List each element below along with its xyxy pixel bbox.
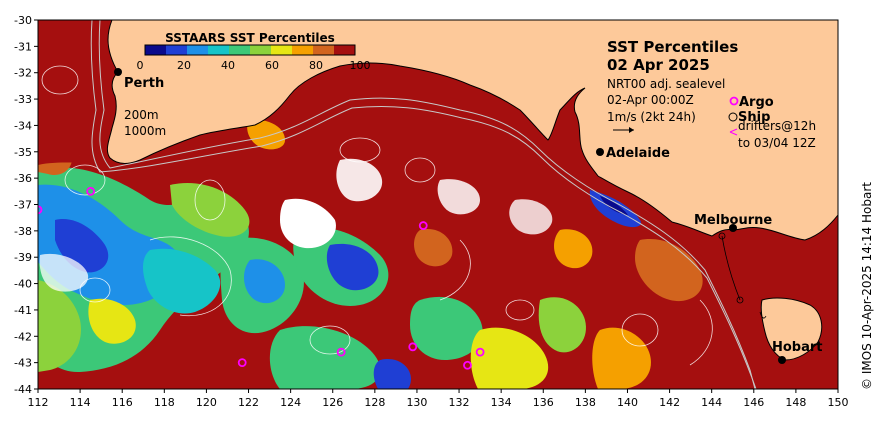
argo-float-marker [237, 358, 247, 368]
x-tick-label: 148 [785, 396, 806, 409]
x-tick-label: 118 [154, 396, 175, 409]
perth-label: Perth [124, 76, 164, 91]
map-date: 02 Apr 2025 [607, 56, 710, 74]
x-tick-label: 124 [280, 396, 301, 409]
x-tick-label: 112 [28, 396, 49, 409]
argo-float-marker [463, 360, 472, 370]
x-tick-label: 130 [406, 396, 427, 409]
x-tick-label: 144 [701, 396, 722, 409]
colorbar-swatch [208, 45, 230, 55]
x-tick-label: 138 [575, 396, 596, 409]
map-plot-area [38, 20, 838, 389]
argo-float-marker [38, 205, 43, 215]
argo-float-marker [86, 186, 96, 196]
colorbar-tick-label: 60 [265, 59, 279, 72]
coastline [38, 20, 838, 241]
sst-percentile-field [38, 119, 703, 389]
x-tick-label: 132 [449, 396, 470, 409]
x-axis: 112 114 116 118 120 122 124 126 128 130 132 134 136 1… [28, 389, 849, 409]
y-tick-label: -34 [14, 119, 32, 132]
colorbar: SSTAARS SST Percentiles 0 20 40 60 80 100 [137, 31, 371, 72]
map-subtitle: NRT00 adj. sealevel [607, 77, 725, 91]
colorbar-tick-label: 100 [350, 59, 371, 72]
y-tick-label: -36 [14, 172, 32, 185]
colorbar-tick-label: 0 [137, 59, 144, 72]
x-tick-label: 134 [491, 396, 512, 409]
y-tick-label: -37 [14, 199, 32, 212]
depth-1000m-label: 1000m [124, 124, 166, 138]
x-tick-label: 120 [196, 396, 217, 409]
y-tick-label: -44 [14, 383, 32, 396]
tasmania-landmass [761, 297, 822, 360]
y-tick-label: -33 [14, 93, 32, 106]
ship-legend-label: Ship [738, 110, 770, 125]
vector-scale-label: 1m/s (2kt 24h) [607, 110, 696, 124]
colorbar-swatch [229, 45, 251, 55]
city-markers [114, 68, 786, 364]
colorbar-swatch [334, 45, 356, 55]
colorbar-border [144, 44, 356, 56]
colorbar-swatch [187, 45, 209, 55]
adelaide-label: Adelaide [606, 146, 670, 161]
bathymetry-contours [90, 20, 757, 389]
y-tick-label: -42 [14, 330, 32, 343]
x-tick-label: 114 [70, 396, 91, 409]
colorbar-tick-label: 40 [221, 59, 235, 72]
y-tick-label: -32 [14, 67, 32, 80]
x-tick-label: 126 [322, 396, 343, 409]
argo-legend-label: Argo [739, 95, 774, 110]
ship-legend-icon [728, 112, 738, 122]
hobart-label: Hobart [772, 340, 823, 355]
colorbar-swatch [313, 45, 335, 55]
y-tick-label: -43 [14, 357, 32, 370]
drifter-tracks [718, 232, 767, 319]
colorbar-swatch [250, 45, 272, 55]
argo-float-marker [418, 221, 428, 230]
y-tick-label: -38 [14, 225, 32, 238]
drifter-legend-line2: to 03/04 12Z [738, 136, 816, 150]
argo-floats [38, 186, 485, 370]
colorbar-swatch [166, 45, 188, 55]
colorbar-title: SSTAARS SST Percentiles [165, 31, 335, 45]
x-tick-label: 128 [364, 396, 385, 409]
australia-landmass [38, 20, 838, 240]
y-tick-label: -31 [14, 40, 32, 53]
x-tick-label: 136 [533, 396, 554, 409]
y-tick-label: -30 [14, 14, 32, 27]
y-tick-label: -40 [14, 278, 32, 291]
colorbar-swatch [292, 45, 314, 55]
melbourne-label: Melbourne [694, 213, 772, 228]
imos-credit: © IMOS 10-Apr-2025 14:14 Hobart [860, 182, 874, 390]
depth-200m-label: 200m [124, 108, 159, 122]
y-tick-label: -35 [14, 146, 32, 159]
hobart-marker [778, 356, 786, 364]
x-tick-label: 122 [238, 396, 259, 409]
argo-float-marker [475, 347, 485, 357]
argo-legend-icon [729, 96, 739, 106]
map-title: SST Percentiles [607, 38, 738, 56]
colorbar-swatch [145, 45, 167, 55]
argo-float-marker [408, 342, 418, 352]
y-axis: -30 -31 -32 -33 -34 -35 -36 -37 -38 -39 -40 -41 -42 -… [14, 14, 38, 396]
x-tick-label: 116 [112, 396, 133, 409]
x-tick-label: 140 [617, 396, 638, 409]
x-tick-label: 150 [828, 396, 849, 409]
drifter-legend-line1: drifters@12h [738, 119, 816, 133]
y-tick-label: -39 [14, 251, 32, 264]
colorbar-tick-label: 80 [309, 59, 323, 72]
colorbar-tick-label: 20 [177, 59, 191, 72]
sea-level-contours [41, 65, 713, 366]
melbourne-marker [729, 224, 737, 232]
adelaide-marker [596, 148, 604, 156]
x-tick-label: 142 [659, 396, 680, 409]
drifter-legend-icon [729, 128, 738, 136]
colorbar-swatch [271, 45, 293, 55]
map-time: 02-Apr 00:00Z [607, 93, 694, 107]
y-tick-label: -41 [14, 304, 32, 317]
perth-marker [114, 68, 122, 76]
argo-float-marker [336, 347, 346, 357]
vector-scale-arrow [613, 127, 634, 133]
x-tick-label: 146 [743, 396, 764, 409]
